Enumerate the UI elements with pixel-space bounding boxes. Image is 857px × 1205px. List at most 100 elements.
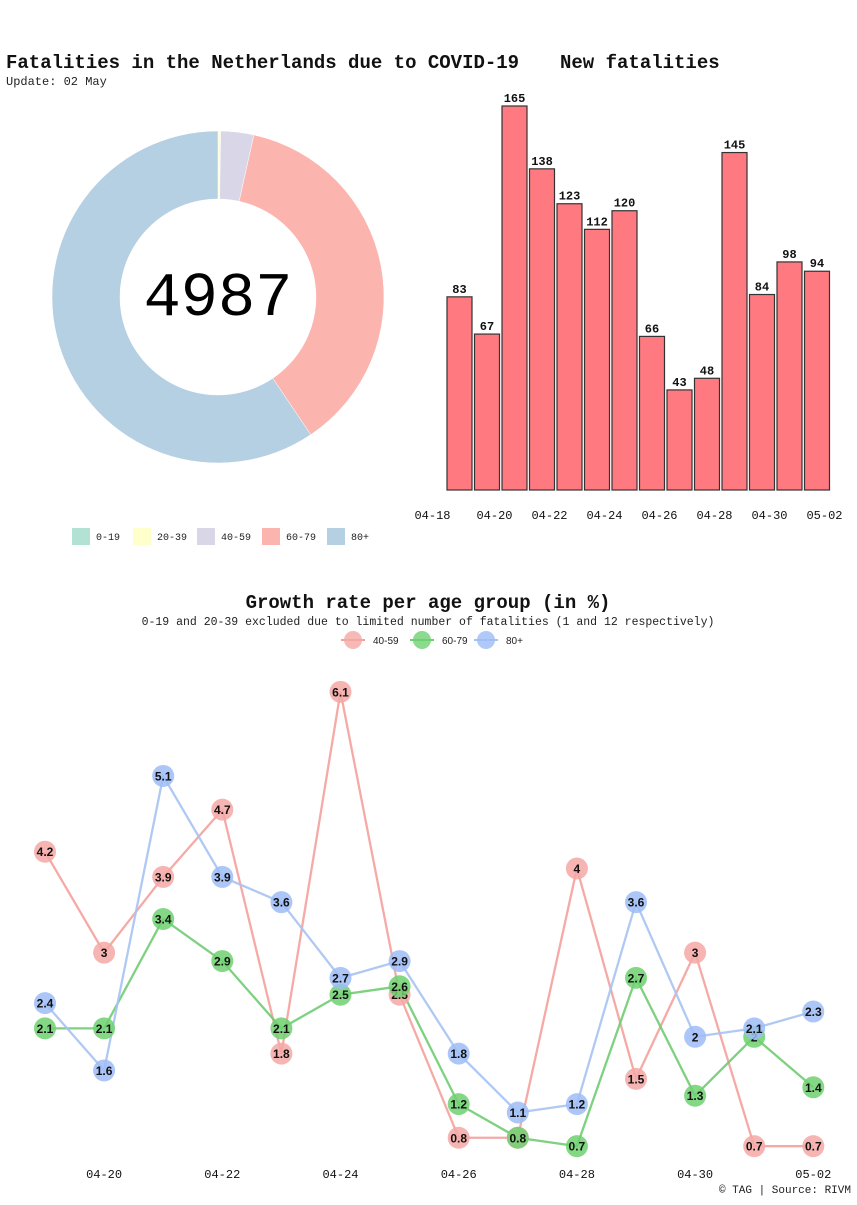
bar-xtick-04-30: 04-30 <box>751 509 787 523</box>
bar-value-04-21: 138 <box>531 155 553 169</box>
bar-04-21 <box>530 169 555 490</box>
line-xtick-04-26: 04-26 <box>441 1168 477 1182</box>
legend-label-80: 80+ <box>351 533 369 544</box>
bar-04-25 <box>640 336 665 490</box>
point-label-80-04-20: 1.6 <box>96 1064 113 1078</box>
bar-value-04-23: 112 <box>586 215 608 229</box>
bar-04-23 <box>585 229 610 490</box>
line-xtick-04-30: 04-30 <box>677 1168 713 1182</box>
growth-title: Growth rate per age group (in %) <box>246 592 611 614</box>
bar-04-22 <box>557 204 582 490</box>
bar-04-24 <box>612 211 637 490</box>
legend-dot-80 <box>477 631 495 649</box>
bar-xtick-05-02: 05-02 <box>806 509 842 523</box>
bar-value-04-25: 66 <box>645 322 659 336</box>
bar-value-04-18: 83 <box>452 283 466 297</box>
line-xtick-04-22: 04-22 <box>204 1168 240 1182</box>
bar-xtick-04-22: 04-22 <box>531 509 567 523</box>
point-label-80-05-02: 2.3 <box>805 1005 822 1019</box>
donut-title: Fatalities in the Netherlands due to COV… <box>6 52 519 74</box>
point-label-80-04-30: 2 <box>692 1030 699 1044</box>
bar-value-04-30: 98 <box>782 248 796 262</box>
point-label-60-79-04-30: 1.3 <box>687 1089 704 1103</box>
legend-swatch-40-59 <box>197 528 215 545</box>
point-label-40-59-04-30: 3 <box>692 946 699 960</box>
update-date: Update: 02 May <box>6 75 107 89</box>
bar-xtick-04-28: 04-28 <box>696 509 732 523</box>
bar-04-20 <box>502 106 527 490</box>
bar-value-04-20: 165 <box>504 92 526 106</box>
point-label-60-79-04-19: 2.1 <box>37 1022 54 1036</box>
bar-04-19 <box>475 334 500 490</box>
point-label-40-59-04-24: 6.1 <box>332 685 349 699</box>
point-label-80-04-29: 3.6 <box>628 896 645 910</box>
point-label-60-79-04-27: 0.8 <box>509 1131 526 1145</box>
point-label-60-79-05-02: 1.4 <box>805 1081 822 1095</box>
point-label-60-79-04-25: 2.6 <box>391 980 408 994</box>
legend-label-60-79: 60-79 <box>442 636 468 647</box>
legend-swatch-0-19 <box>72 528 90 545</box>
legend-swatch-60-79 <box>262 528 280 545</box>
bar-value-04-28: 145 <box>724 139 746 153</box>
point-label-40-59-05-02: 0.7 <box>805 1140 822 1154</box>
point-label-60-79-04-24: 2.5 <box>332 988 349 1002</box>
point-label-40-59-04-22: 4.7 <box>214 803 231 817</box>
bar-xtick-04-20: 04-20 <box>476 509 512 523</box>
donut-total: 4987 <box>144 263 293 334</box>
point-label-80-04-28: 1.2 <box>569 1098 586 1112</box>
legend-swatch-20-39 <box>133 528 151 545</box>
point-label-80-04-23: 3.6 <box>273 896 290 910</box>
legend-label-20-39: 20-39 <box>157 533 187 544</box>
point-label-40-59-04-23: 1.8 <box>273 1047 290 1061</box>
point-label-80-04-21: 5.1 <box>155 769 172 783</box>
point-label-80-04-24: 2.7 <box>332 971 349 985</box>
point-label-80-04-27: 1.1 <box>509 1106 526 1120</box>
bar-04-29 <box>750 295 775 490</box>
point-label-80-04-19: 2.4 <box>37 997 54 1011</box>
point-label-60-79-04-28: 0.7 <box>569 1140 586 1154</box>
legend-dot-40-59 <box>344 631 362 649</box>
bar-value-04-19: 67 <box>480 320 494 334</box>
point-label-60-79-04-20: 2.1 <box>96 1022 113 1036</box>
bar-value-04-27: 48 <box>700 364 714 378</box>
line-xtick-04-24: 04-24 <box>322 1168 358 1182</box>
line-xtick-04-20: 04-20 <box>86 1168 122 1182</box>
bar-xtick-04-18: 04-18 <box>414 509 450 523</box>
growth-line-chart: 4.2 3 3.9 4.7 1.8 6.1 2.5 0.8 0.8 4 1.5 3 0.7 0.7 2.1 2… <box>34 681 831 1182</box>
bar-04-27 <box>695 378 720 490</box>
bar-04-26 <box>667 390 692 490</box>
point-label-40-59-04-29: 1.5 <box>628 1072 645 1086</box>
point-label-40-59-05-01: 0.7 <box>746 1140 763 1154</box>
point-label-80-04-22: 3.9 <box>214 870 231 884</box>
point-label-40-59-04-26: 0.8 <box>450 1131 467 1145</box>
source-footer: © TAG | Source: RIVM <box>719 1185 851 1197</box>
bar-value-04-26: 43 <box>672 376 686 390</box>
bar-xtick-04-26: 04-26 <box>641 509 677 523</box>
bar-04-18 <box>447 297 472 490</box>
point-label-40-59-04-28: 4 <box>574 862 581 876</box>
point-label-80-04-26: 1.8 <box>450 1047 467 1061</box>
point-label-40-59-04-21: 3.9 <box>155 870 172 884</box>
point-label-40-59-04-19: 4.2 <box>37 845 54 859</box>
legend-swatch-80 <box>327 528 345 545</box>
bar-value-04-22: 123 <box>559 190 581 204</box>
legend-label-0-19: 0-19 <box>96 533 120 544</box>
legend-dot-60-79 <box>413 631 431 649</box>
legend-label-60-79: 60-79 <box>286 533 316 544</box>
bar-value-04-29: 84 <box>755 281 769 295</box>
point-label-80-04-25: 2.9 <box>391 955 408 969</box>
point-label-60-79-04-23: 2.1 <box>273 1022 290 1036</box>
point-label-80-05-01: 2.1 <box>746 1022 763 1036</box>
point-label-40-59-04-20: 3 <box>101 946 108 960</box>
point-label-60-79-04-26: 1.2 <box>450 1098 467 1112</box>
bar-value-05-01: 94 <box>810 257 824 271</box>
bar-xtick-04-24: 04-24 <box>586 509 622 523</box>
bar-chart-title: New fatalities <box>560 52 720 74</box>
point-label-60-79-04-29: 2.7 <box>628 971 645 985</box>
point-label-60-79-04-22: 2.9 <box>214 955 231 969</box>
growth-subtitle: 0-19 and 20-39 excluded due to limited n… <box>142 616 715 629</box>
